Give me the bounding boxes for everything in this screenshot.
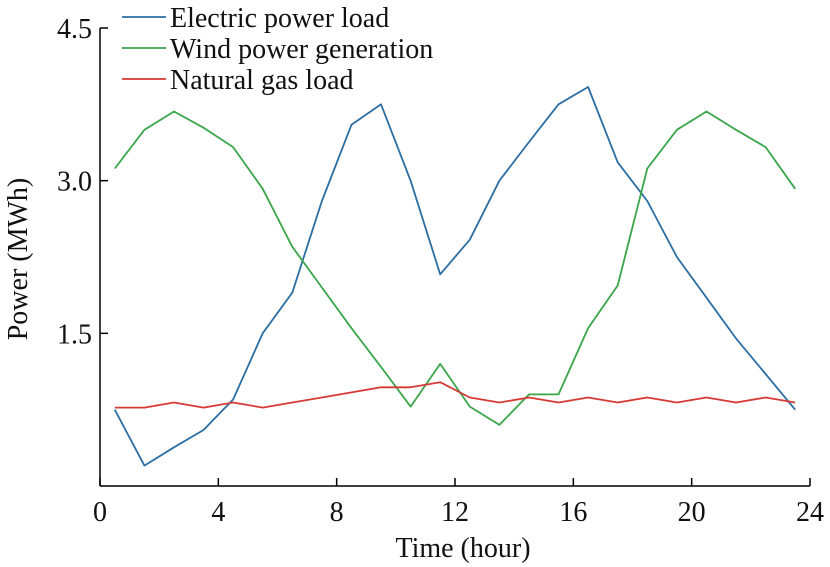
series-group [114, 86, 796, 467]
y-tick-label: 3.0 [57, 167, 92, 198]
x-tick-label: 4 [211, 497, 225, 528]
x-tick-label: 20 [678, 497, 706, 528]
legend-label-wind-power-generation: Wind power generation [170, 34, 433, 65]
series-line-electric-power-load [114, 86, 796, 467]
tick-group: 0 4 8 12 16 20 24 1.5 3.0 4.5 [57, 14, 824, 528]
x-tick-label: 8 [330, 497, 344, 528]
x-tick-label: 12 [441, 497, 469, 528]
x-tick-label: 0 [93, 497, 107, 528]
y-axis-title: Power (MWh) [3, 178, 34, 341]
series-line-natural-gas-load [114, 381, 796, 409]
x-axis-title: Time (hour) [395, 533, 530, 564]
series-line-wind-power-generation [114, 110, 796, 426]
y-tick-label: 1.5 [57, 319, 92, 350]
x-tick-label: 24 [796, 497, 824, 528]
x-tick-label: 16 [559, 497, 587, 528]
y-tick-label: 4.5 [57, 14, 92, 45]
legend-label-natural-gas-load: Natural gas load [170, 65, 354, 96]
legend-label-electric-power-load: Electric power load [170, 3, 389, 34]
